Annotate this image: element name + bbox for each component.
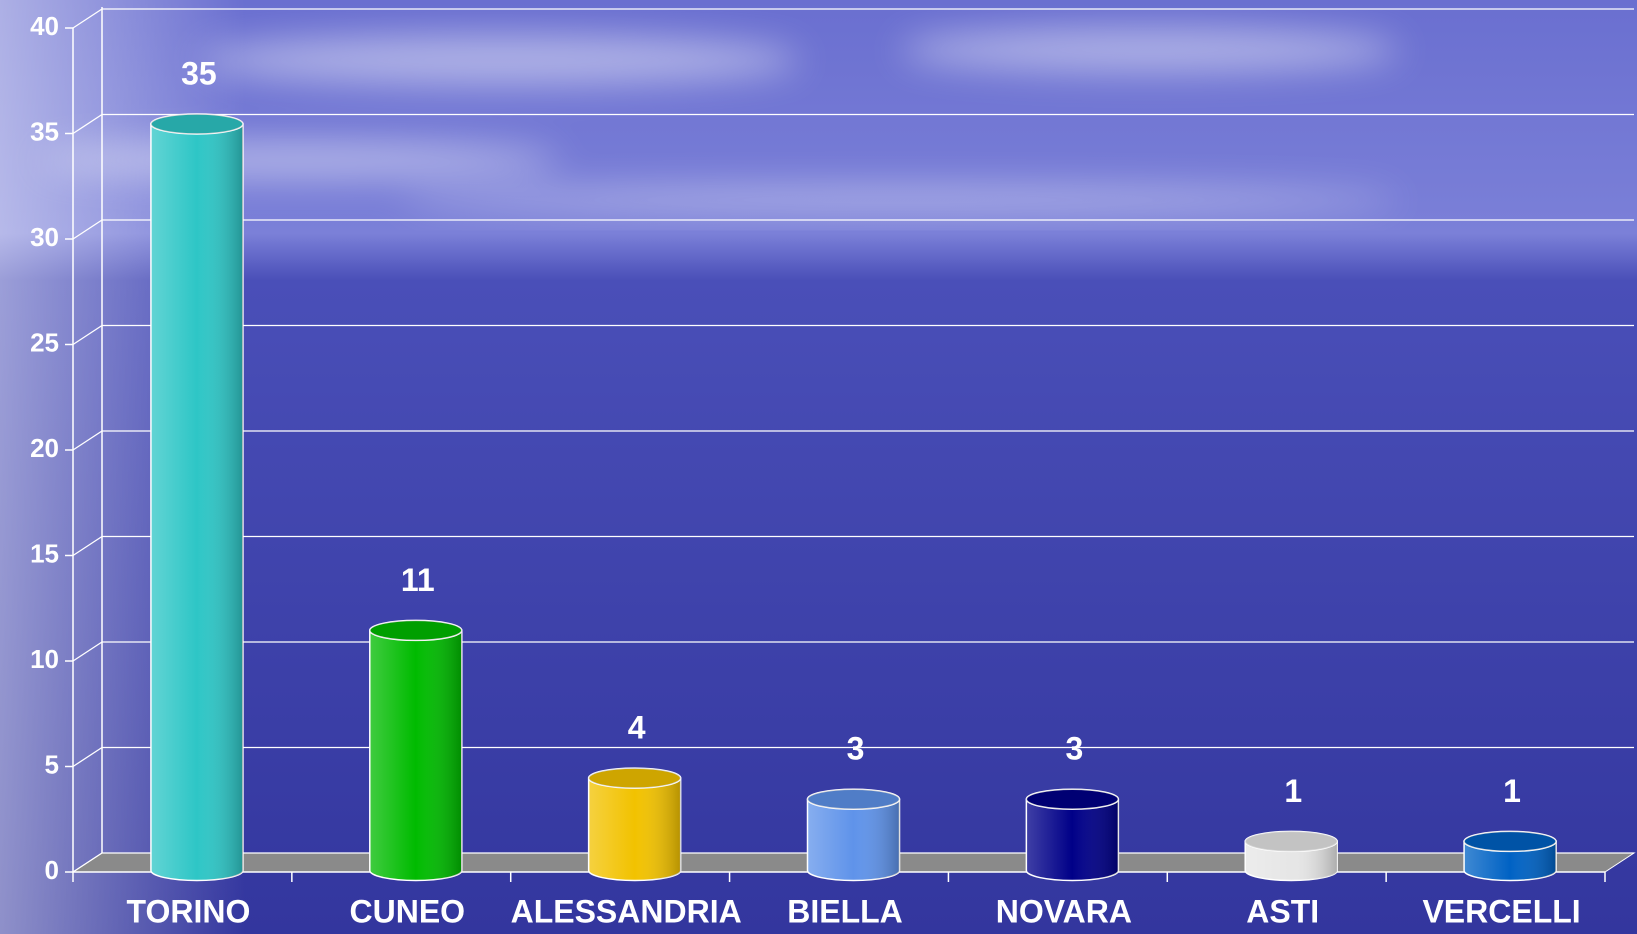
x-tick-label: CUNEO bbox=[350, 893, 466, 929]
bar-top-shade bbox=[1464, 831, 1557, 852]
bar-top bbox=[1463, 830, 1557, 853]
bar-top bbox=[150, 113, 244, 135]
x-tick-label: ALESSANDRIA bbox=[511, 893, 742, 929]
data-label: 3 bbox=[847, 731, 865, 767]
grid-line bbox=[72, 746, 1634, 768]
bar-top bbox=[1244, 830, 1338, 853]
grid-line bbox=[72, 8, 1634, 29]
data-label: 1 bbox=[1503, 773, 1521, 809]
bar-shade bbox=[588, 778, 681, 881]
grid-line bbox=[72, 535, 1634, 557]
y-tick-label: 30 bbox=[30, 222, 59, 252]
x-tick-label: BIELLA bbox=[787, 893, 903, 929]
bar-top-shade bbox=[807, 789, 900, 810]
grid-line bbox=[72, 113, 1634, 135]
grid-line bbox=[72, 219, 1634, 240]
x-tick-label: TORINO bbox=[126, 893, 250, 929]
grid-line bbox=[72, 430, 1634, 451]
x-tick-label: ASTI bbox=[1246, 893, 1319, 929]
bar-top bbox=[1025, 788, 1120, 810]
y-tick-label: 5 bbox=[45, 749, 59, 779]
bar-top-shade bbox=[588, 768, 681, 789]
bar-shade bbox=[1245, 841, 1338, 881]
bar-top bbox=[587, 767, 682, 789]
grid-line bbox=[72, 324, 1634, 346]
bar-top bbox=[806, 788, 901, 810]
bar-shade bbox=[807, 799, 900, 881]
plot-area: 0510152025303540TORINO35CUNEO11ALESSANDR… bbox=[30, 7, 1636, 929]
y-tick-label: 35 bbox=[30, 116, 59, 146]
bar-shade bbox=[1026, 799, 1119, 881]
bar-top-shade bbox=[369, 620, 462, 641]
data-label: 3 bbox=[1065, 731, 1083, 767]
y-tick-label: 15 bbox=[30, 538, 59, 568]
data-label: 1 bbox=[1284, 773, 1302, 809]
bar-shade bbox=[369, 630, 462, 881]
grid-line bbox=[72, 852, 1634, 873]
bar-top-shade bbox=[150, 114, 243, 134]
x-tick-label: VERCELLI bbox=[1422, 893, 1580, 929]
data-label: 35 bbox=[181, 55, 217, 91]
x-tick-label: NOVARA bbox=[996, 893, 1132, 929]
bar-top-shade bbox=[1026, 789, 1119, 810]
grid-line bbox=[72, 641, 1634, 662]
y-tick-label: 0 bbox=[45, 855, 59, 885]
data-label: 11 bbox=[401, 562, 435, 598]
y-tick-label: 40 bbox=[30, 11, 59, 41]
y-tick-label: 10 bbox=[30, 644, 59, 674]
bar-top-shade bbox=[1245, 831, 1338, 852]
bar-shade bbox=[150, 124, 243, 881]
y-tick-label: 20 bbox=[30, 433, 59, 463]
bar-shade bbox=[1464, 841, 1557, 881]
bar-top bbox=[369, 619, 463, 642]
data-label: 4 bbox=[628, 710, 646, 746]
y-tick-label: 25 bbox=[30, 327, 59, 357]
